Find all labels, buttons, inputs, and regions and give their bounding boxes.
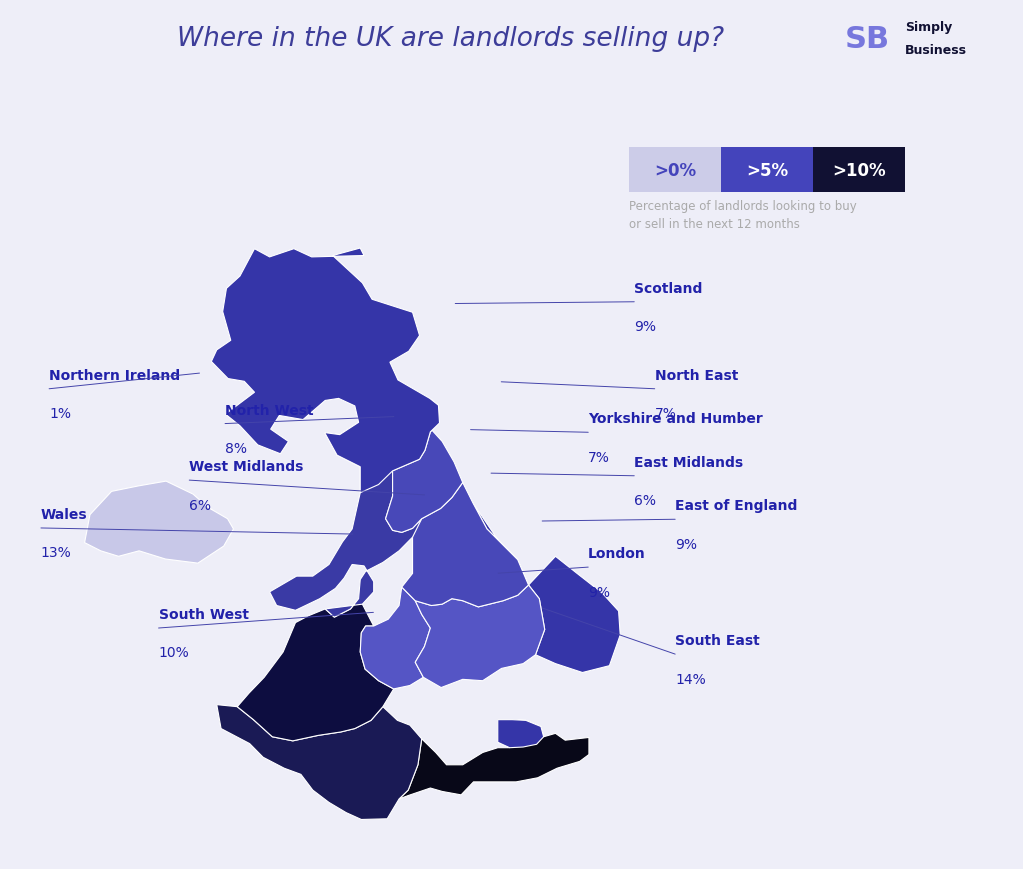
Text: 8%: 8% xyxy=(225,441,248,455)
Text: 6%: 6% xyxy=(634,494,657,507)
Text: 13%: 13% xyxy=(41,546,72,560)
Polygon shape xyxy=(473,503,620,673)
Polygon shape xyxy=(237,599,394,741)
Text: 6%: 6% xyxy=(189,498,212,512)
FancyBboxPatch shape xyxy=(721,148,813,193)
Text: Percentage of landlords looking to buy
or sell in the next 12 months: Percentage of landlords looking to buy o… xyxy=(629,200,857,231)
Text: >5%: >5% xyxy=(746,162,789,179)
Text: Wales: Wales xyxy=(41,507,88,521)
Text: 10%: 10% xyxy=(159,646,189,660)
Polygon shape xyxy=(402,483,529,607)
Polygon shape xyxy=(399,720,589,799)
Text: Where in the UK are landlords selling up?: Where in the UK are landlords selling up… xyxy=(177,26,723,52)
Polygon shape xyxy=(386,399,462,533)
Text: East of England: East of England xyxy=(675,499,798,513)
Text: South West: South West xyxy=(159,607,249,621)
Polygon shape xyxy=(212,249,440,494)
Text: >10%: >10% xyxy=(833,162,886,179)
Text: 9%: 9% xyxy=(634,320,657,334)
Text: West Midlands: West Midlands xyxy=(189,460,304,474)
Text: 9%: 9% xyxy=(675,537,698,551)
Text: 7%: 7% xyxy=(655,407,676,421)
Polygon shape xyxy=(498,720,543,748)
Text: Yorkshire and Humber: Yorkshire and Humber xyxy=(588,412,763,426)
Polygon shape xyxy=(415,586,544,687)
Polygon shape xyxy=(217,705,421,819)
Text: 1%: 1% xyxy=(49,407,72,421)
Text: London: London xyxy=(588,547,646,561)
Text: Business: Business xyxy=(905,44,968,56)
Text: 7%: 7% xyxy=(588,450,610,464)
Text: Northern Ireland: Northern Ireland xyxy=(49,368,180,382)
Text: SB: SB xyxy=(845,24,890,54)
Polygon shape xyxy=(270,423,421,618)
Polygon shape xyxy=(360,587,431,689)
Text: 9%: 9% xyxy=(588,585,611,599)
Text: North East: North East xyxy=(655,368,739,382)
FancyBboxPatch shape xyxy=(813,148,905,193)
Text: Simply: Simply xyxy=(905,22,952,34)
Text: Scotland: Scotland xyxy=(634,282,703,295)
Text: East Midlands: East Midlands xyxy=(634,455,744,469)
Text: >0%: >0% xyxy=(654,162,697,179)
Text: 14%: 14% xyxy=(675,672,706,686)
Text: North West: North West xyxy=(225,403,314,417)
FancyBboxPatch shape xyxy=(629,148,721,193)
Text: South East: South East xyxy=(675,634,760,647)
Polygon shape xyxy=(85,481,233,563)
